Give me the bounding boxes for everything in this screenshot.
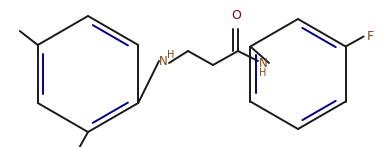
Text: H: H [167, 50, 175, 60]
Text: N: N [259, 56, 268, 70]
Text: N: N [159, 55, 167, 67]
Text: H: H [259, 68, 267, 78]
Text: O: O [231, 9, 241, 21]
Text: F: F [367, 30, 374, 43]
